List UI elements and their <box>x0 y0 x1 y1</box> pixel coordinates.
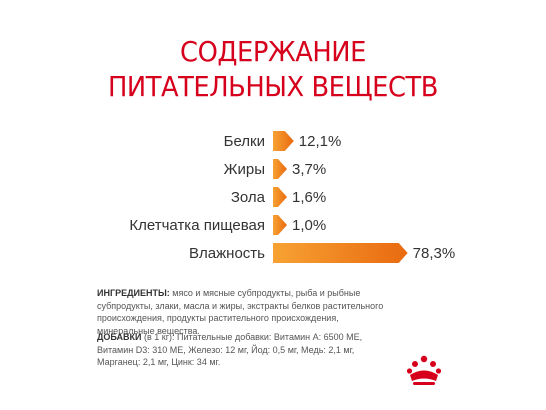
category-label: Влажность <box>189 245 265 262</box>
ingredients-label: ИНГРЕДИЕНТЫ: <box>97 288 170 298</box>
additives-label: ДОБАВКИ <box>97 332 142 342</box>
value-label: 3,7% <box>292 161 326 178</box>
ingredients-text: мясо и мясные субпродукты, рыба и рыбные… <box>97 288 384 336</box>
category-label: Клетчатка пищевая <box>129 217 265 234</box>
bar <box>273 215 287 235</box>
page-title: СОДЕРЖАНИЕ ПИТАТЕЛЬНЫХ ВЕЩЕСТВ <box>22 34 524 104</box>
additives-block: ДОБАВКИ (в 1 кг): Питательные добавки: В… <box>97 331 397 369</box>
value-label: 1,6% <box>292 189 326 206</box>
bar <box>273 131 294 151</box>
additives-text: (в 1 кг): Питательные добавки: Витамин А… <box>97 332 363 367</box>
value-label: 78,3% <box>413 245 456 262</box>
bar <box>273 243 408 263</box>
title-line-1: СОДЕРЖАНИЕ <box>180 35 366 68</box>
category-label: Белки <box>224 133 265 150</box>
ingredients-block: ИНГРЕДИЕНТЫ: мясо и мясные субпродукты, … <box>97 287 397 337</box>
bar <box>273 159 287 179</box>
value-label: 1,0% <box>292 217 326 234</box>
category-label: Жиры <box>224 161 265 178</box>
nutrient-bar-chart: Белки 12,1% Жиры 3,7% Зола 1,6% Клетчатка пище… <box>129 131 456 263</box>
category-label: Зола <box>231 189 266 206</box>
bar <box>273 187 287 207</box>
title-line-2: ПИТАТЕЛЬНЫХ ВЕЩЕСТВ <box>107 70 439 103</box>
royal-crown-icon <box>406 355 442 385</box>
value-label: 12,1% <box>299 133 342 150</box>
